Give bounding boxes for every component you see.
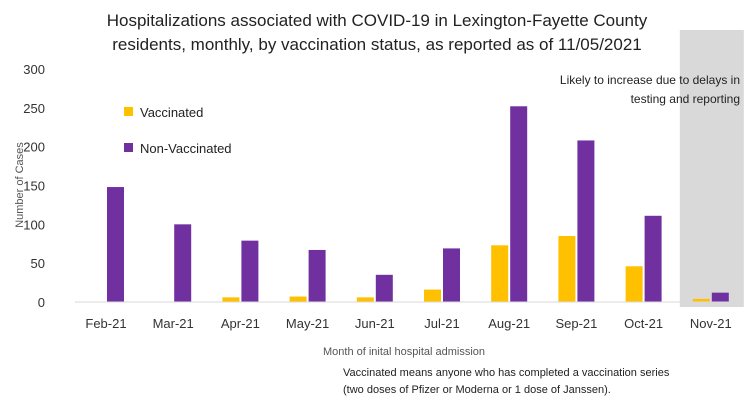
bar-vaccinated-may-21 — [290, 297, 307, 302]
bar-vaccinated-jul-21 — [424, 290, 441, 302]
bar-non-vaccinated-apr-21 — [241, 241, 258, 302]
chart-title-line-2: residents, monthly, by vaccination statu… — [112, 35, 642, 54]
bar-non-vaccinated-feb-21 — [107, 187, 124, 302]
bar-vaccinated-sep-21 — [558, 236, 575, 302]
bar-non-vaccinated-oct-21 — [645, 216, 662, 302]
legend-label-vaccinated: Vaccinated — [140, 105, 203, 120]
highlight-band-nov-21 — [680, 30, 744, 307]
x-tick-label: May-21 — [286, 316, 329, 331]
x-tick-label: Jun-21 — [355, 316, 395, 331]
bar-non-vaccinated-may-21 — [309, 250, 326, 302]
x-axis-label: Month of inital hospital admission — [323, 346, 485, 358]
y-tick-label: 250 — [23, 101, 45, 116]
legend-swatch-non-vaccinated — [124, 143, 133, 152]
chart-title-line-1: Hospitalizations associated with COVID-1… — [107, 11, 648, 30]
bar-non-vaccinated-mar-21 — [174, 224, 191, 302]
x-tick-label: Jul-21 — [424, 316, 459, 331]
legend-label-non-vaccinated: Non-Vaccinated — [140, 141, 232, 156]
annotation-line-1: Likely to increase due to delays in — [560, 73, 740, 87]
bar-vaccinated-jun-21 — [357, 297, 374, 302]
footnote-line-1: Vaccinated means anyone who has complete… — [343, 367, 670, 379]
footnote-line-2: (two doses of Pfizer or Moderna or 1 dos… — [343, 384, 611, 396]
bar-vaccinated-oct-21 — [626, 266, 643, 302]
y-tick-label: 200 — [23, 140, 45, 155]
y-tick-label: 100 — [23, 217, 45, 232]
bar-non-vaccinated-nov-21 — [712, 293, 729, 302]
x-tick-label: Oct-21 — [624, 316, 663, 331]
y-axis-label: Number of Cases — [14, 142, 26, 228]
x-tick-label: Mar-21 — [153, 316, 194, 331]
x-tick-label: Apr-21 — [221, 316, 260, 331]
annotation-line-2: testing and reporting — [631, 92, 740, 106]
hospitalizations-chart: Hospitalizations associated with COVID-1… — [0, 0, 751, 404]
x-tick-label: Feb-21 — [85, 316, 126, 331]
y-tick-label: 0 — [38, 295, 45, 310]
x-tick-label: Nov-21 — [690, 316, 732, 331]
y-tick-label: 150 — [23, 179, 45, 194]
bar-vaccinated-apr-21 — [222, 297, 239, 302]
bar-non-vaccinated-jun-21 — [376, 275, 393, 302]
x-tick-label: Aug-21 — [488, 316, 530, 331]
y-tick-label: 300 — [23, 62, 45, 77]
y-tick-label: 50 — [31, 256, 45, 271]
legend: Vaccinated Non-Vaccinated — [124, 105, 232, 156]
bar-non-vaccinated-jul-21 — [443, 248, 460, 302]
bar-non-vaccinated-aug-21 — [510, 106, 527, 302]
legend-swatch-vaccinated — [124, 107, 133, 116]
x-tick-label: Sep-21 — [555, 316, 597, 331]
bar-non-vaccinated-sep-21 — [577, 140, 594, 302]
bar-vaccinated-aug-21 — [491, 245, 508, 302]
